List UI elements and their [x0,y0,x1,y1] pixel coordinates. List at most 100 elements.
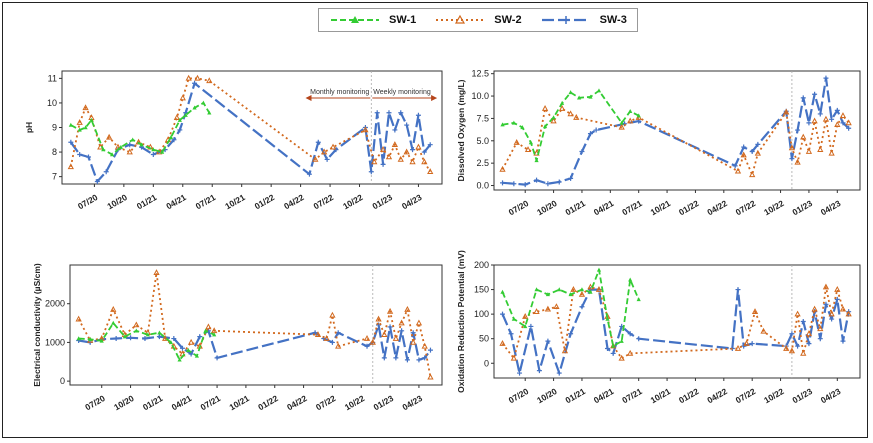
data-point [68,122,73,127]
data-point [329,339,335,345]
data-point [177,127,183,133]
data-point [409,158,416,165]
data-point [192,105,197,110]
y-tick-label: 10.0 [471,91,489,101]
data-point [839,305,847,312]
legend-label-sw2: SW-2 [494,14,522,26]
data-point [587,131,593,137]
data-point [186,347,191,352]
data-point [829,316,835,322]
data-point [321,148,328,155]
data-point [783,108,790,115]
x-tick-label: 10/21 [227,393,251,412]
data-point [618,354,625,361]
legend: SW-1 SW-2 SW-3 [318,8,638,32]
x-tick-label: 04/21 [592,386,616,405]
data-point [393,355,399,361]
data-point [751,308,759,314]
x-tick-label: 04/23 [819,198,843,217]
data-point [610,350,616,356]
data-point [568,331,574,337]
legend-label-sw3: SW-3 [599,14,627,26]
data-point [561,347,569,354]
data-point [168,135,174,140]
data-point [134,328,139,333]
data-point [177,357,182,362]
plot-area-ec [69,264,443,386]
data-point [596,267,602,272]
data-point [150,152,156,158]
data-point [187,338,195,345]
data-point [524,146,532,153]
y-axis-label: Oxidation Reduction Potential (mV) [456,250,466,393]
y-tick-label: 7.5 [476,113,489,123]
data-point [113,336,119,342]
x-tick-label: 07/22 [734,386,758,405]
data-point [128,335,134,341]
y-tick-label: 0.0 [476,181,489,191]
data-point [201,100,206,105]
data-point [415,112,421,118]
x-tick-label: 10/20 [112,393,136,412]
series-sw-3 [500,287,852,376]
data-point [314,331,322,337]
series-line [78,322,215,361]
data-point [534,177,540,183]
x-tick-label: 04/23 [401,393,425,412]
data-point [812,91,818,97]
x-tick-label: 01/22 [253,192,277,211]
data-point [619,338,624,343]
data-point [811,305,818,312]
data-point [398,319,405,326]
x-tick-label: 01/22 [256,393,280,412]
series-line [69,77,431,173]
x-tick-label: 10/22 [343,393,367,412]
data-point [551,115,556,120]
data-point [335,342,342,349]
data-point [386,307,394,314]
y-tick-label: 100 [474,309,489,319]
data-point [817,325,824,332]
data-point [795,127,801,133]
x-tick-label: 07/21 [194,192,218,211]
data-point [99,338,104,343]
data-point [534,158,539,163]
x-tick-label: 07/21 [620,386,644,405]
x-tick-label: 01/23 [372,393,396,412]
data-point [76,119,83,125]
y-tick-label: 2000 [45,299,65,309]
data-point [77,152,83,158]
data-point [568,175,574,181]
y-tick-label: 50 [479,334,489,344]
data-point [374,110,380,116]
data-point [542,124,548,129]
data-point [421,149,427,155]
data-point [577,95,582,100]
data-point [734,167,742,174]
data-point [749,171,756,178]
data-point [522,182,528,188]
x-tick-label: 04/22 [282,192,306,211]
data-point [415,143,422,150]
data-point [627,331,633,337]
data-point [410,147,416,153]
data-point [828,310,835,317]
series-line [69,82,432,183]
data-point [588,289,593,294]
y-tick-label: 11 [48,73,57,83]
legend-item-sw2: SW-2 [434,14,522,26]
data-point [421,342,428,349]
y-tick-label: 8 [52,147,57,157]
data-point [573,113,580,120]
data-point [173,114,181,120]
data-point [822,115,830,122]
data-point [68,139,74,145]
data-point [333,147,339,153]
data-point [214,355,220,361]
data-point [740,151,747,158]
data-point [743,340,750,346]
data-point [508,331,514,337]
data-point [636,336,642,342]
data-point [398,110,404,116]
x-tick-label: 07/20 [76,192,100,211]
